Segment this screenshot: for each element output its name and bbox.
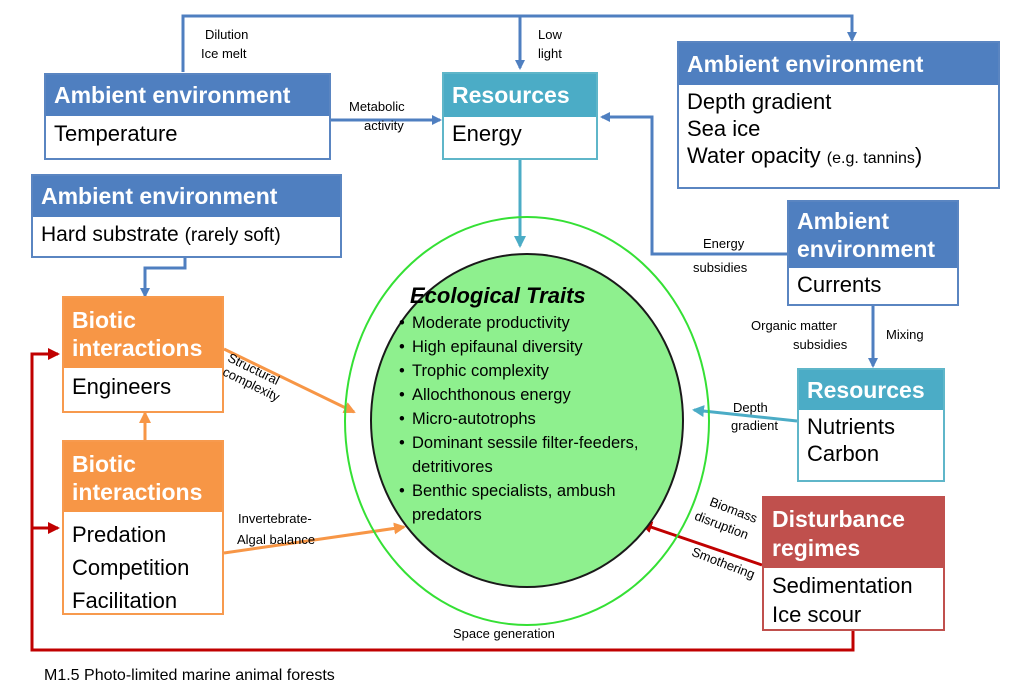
body-line: Sedimentation [772, 573, 913, 598]
opacity-close: ) [914, 142, 923, 168]
body-line: Facilitation [72, 588, 178, 613]
box-header: Ambient environment [46, 75, 329, 116]
label-ice-melt: Ice melt [201, 46, 247, 61]
substrate-arrow [140, 258, 187, 298]
body-line: Sea ice [687, 115, 761, 141]
body-line: Competition [72, 555, 190, 580]
body-line: Carbon [807, 440, 880, 466]
box-header: Resources [444, 74, 596, 117]
label-invertebrate: Invertebrate- [238, 511, 312, 526]
box-body: Nutrients Carbon [799, 410, 943, 468]
traits-panel: Ecological Traits Moderate productivity … [395, 283, 685, 527]
trait-item: Allochthonous energy [395, 383, 685, 407]
structural-arrow [223, 347, 356, 414]
biotic-engineers-box: Biotic interactions Engineers [62, 296, 224, 413]
top-loop-line [181, 14, 857, 72]
header-line: regimes [772, 535, 861, 561]
box-body: Currents [797, 272, 882, 297]
box-body: Temperature [54, 121, 178, 146]
header-line: Biotic [72, 307, 136, 333]
label-organic-matter: Organic matter [751, 318, 837, 333]
box-header: Ambient environment [679, 43, 998, 85]
box-header: Disturbance regimes [764, 498, 943, 568]
substrate-text: Hard substrate [41, 223, 185, 246]
header-line: environment [797, 236, 936, 262]
resources-nutrients-box: Resources Nutrients Carbon [797, 368, 945, 482]
header-line: interactions [72, 479, 203, 505]
label-dilution: Dilution [205, 27, 249, 42]
ambient-substrate-box: Ambient environment Hard substrate (rare… [31, 174, 342, 258]
biotic-predation-box: Biotic interactions Predation Competitio… [62, 440, 224, 615]
label-activity: activity [364, 118, 404, 133]
label-low: Low [538, 27, 562, 42]
traits-list: Moderate productivity High epifaunal div… [395, 311, 685, 527]
label-depth: Depth [733, 400, 768, 415]
label-metabolic: Metabolic [349, 99, 405, 114]
box-header: Ambient environment [33, 176, 340, 217]
header-line: Biotic [72, 451, 136, 477]
body-line: Depth gradient [687, 89, 832, 114]
body-line: Ice scour [772, 602, 862, 627]
body-line: Nutrients [807, 414, 896, 439]
header-line: Disturbance [772, 506, 905, 532]
body-line: Water opacity (e.g. tannins) [687, 143, 998, 170]
label-mixing: Mixing [886, 327, 924, 342]
traits-title: Ecological Traits [410, 283, 586, 308]
ambient-depth-box: Ambient environment Depth gradient Sea i… [677, 41, 1000, 189]
trait-item: Micro-autotrophs [395, 407, 685, 431]
label-light: light [538, 46, 562, 61]
figure-caption: M1.5 Photo-limited marine animal forests [44, 667, 335, 684]
opacity-note: (e.g. tannins [826, 149, 915, 167]
trait-item: Moderate productivity [395, 311, 685, 335]
box-body: Engineers [72, 374, 172, 399]
trait-item: Benthic specialists, ambush predators [395, 479, 685, 527]
label-subsidies-2: subsidies [793, 337, 848, 352]
depth-gradient-arrow [692, 405, 798, 423]
trait-item: Dominant sessile filter-feeders, detriti… [395, 431, 685, 479]
traits-outer-ring [344, 216, 710, 626]
trait-item: Trophic complexity [395, 359, 685, 383]
box-header: Biotic interactions [64, 442, 222, 512]
body-line: Predation [72, 522, 167, 547]
box-header: Ambient environment [789, 202, 957, 268]
space-generation-line [30, 348, 855, 652]
label-space-generation: Space generation [453, 626, 555, 641]
box-body: Depth gradient Sea ice Water opacity (e.… [679, 85, 998, 169]
label-algal-balance: Algal balance [237, 532, 316, 547]
substrate-note: (rarely soft) [184, 225, 281, 246]
trait-item: High epifaunal diversity [395, 335, 685, 359]
header-line: Ambient [797, 208, 889, 234]
depth-to-energy-arrow [600, 112, 654, 190]
box-body: Sedimentation Ice scour [764, 568, 943, 629]
box-body: Energy [452, 121, 522, 146]
label-subsidies: subsidies [693, 260, 748, 275]
opacity-text: Water opacity [687, 142, 827, 168]
header-line: interactions [72, 335, 203, 361]
energy-subsidies-arrow [650, 190, 787, 256]
resources-energy-box: Resources Energy [442, 72, 598, 160]
label-gradient: gradient [731, 418, 778, 433]
box-body: Predation Competition Facilitation [64, 512, 222, 617]
ambient-currents-box: Ambient environment Currents [787, 200, 959, 306]
label-energy: Energy [703, 236, 745, 251]
ambient-temperature-box: Ambient environment Temperature [44, 73, 331, 160]
box-header: Resources [799, 370, 943, 410]
box-body: Hard substrate (rarely soft) [33, 217, 340, 248]
box-header: Biotic interactions [64, 298, 222, 368]
disturbance-box: Disturbance regimes Sedimentation Ice sc… [762, 496, 945, 631]
